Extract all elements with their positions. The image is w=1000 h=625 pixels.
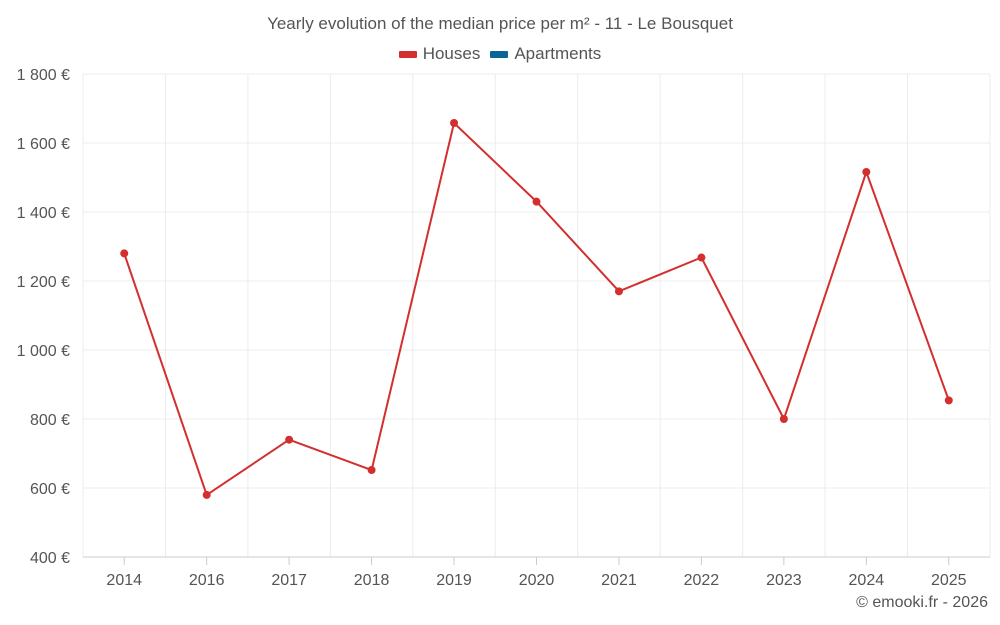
legend-swatch-houses: [398, 50, 417, 58]
chart-title: Yearly evolution of the median price per…: [267, 14, 733, 33]
data-point: [697, 253, 706, 262]
data-point: [944, 396, 953, 405]
x-tick-label: 2018: [354, 572, 390, 589]
x-tick-label: 2017: [271, 572, 307, 589]
x-tick-label: 2023: [766, 572, 802, 589]
legend-item-apartments[interactable]: Apartments: [490, 44, 601, 64]
x-tick-label: 2014: [106, 572, 142, 589]
data-point: [367, 466, 376, 475]
y-tick-label: 600 €: [30, 481, 70, 498]
y-tick-label: 400 €: [30, 550, 70, 567]
data-point: [532, 197, 541, 206]
legend-label-apartments: Apartments: [514, 44, 602, 63]
y-tick-label: 1 800 €: [17, 67, 70, 84]
data-point: [614, 287, 623, 296]
x-tick-label: 2016: [189, 572, 225, 589]
y-tick-label: 800 €: [30, 412, 70, 429]
x-tick-label: 2021: [601, 572, 637, 589]
x-tick-label: 2024: [849, 572, 885, 589]
x-tick-label: 2020: [519, 572, 555, 589]
legend-label-houses: Houses: [422, 44, 481, 63]
legend-swatch-apartments: [490, 50, 509, 58]
y-tick-label: 1 400 €: [17, 205, 70, 222]
legend: Houses Apartments: [0, 44, 1000, 64]
data-point: [450, 118, 459, 127]
y-tick-label: 1 000 €: [17, 343, 70, 360]
data-point: [202, 490, 211, 499]
data-point: [120, 249, 129, 258]
data-point: [779, 415, 788, 423]
y-tick-label: 1 200 €: [17, 274, 70, 291]
data-point: [862, 167, 871, 176]
x-tick-label: 2022: [684, 572, 720, 589]
data-point: [285, 435, 294, 444]
credit-text: © emooki.fr - 2026: [856, 594, 988, 611]
legend-item-houses[interactable]: Houses: [398, 44, 481, 64]
x-tick-label: 2025: [931, 572, 967, 589]
y-tick-label: 1 600 €: [17, 136, 70, 153]
x-tick-label: 2019: [436, 572, 472, 589]
